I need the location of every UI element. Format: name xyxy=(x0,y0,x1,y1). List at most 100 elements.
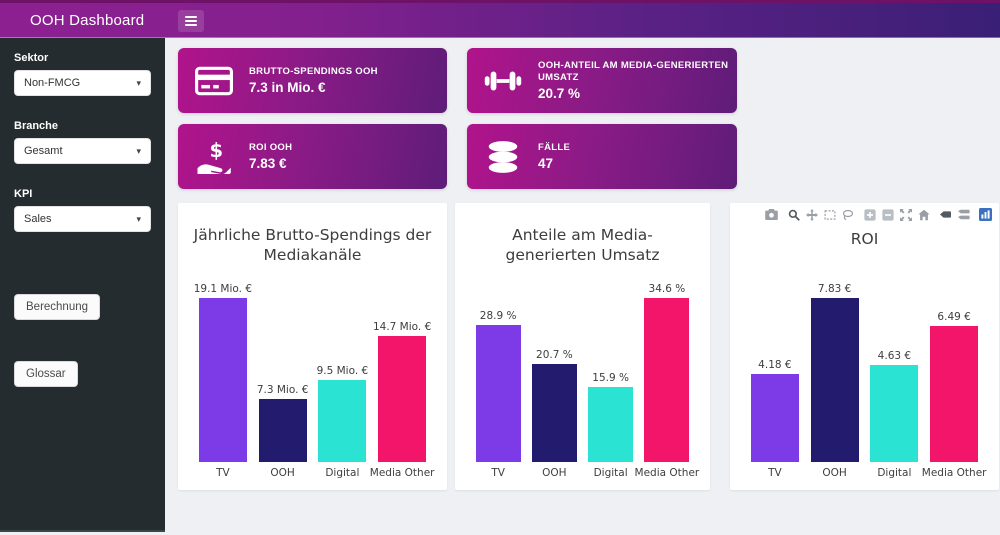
x-axis-label-ooh: OOH xyxy=(822,467,847,479)
chevron-down-icon: ▾ xyxy=(136,77,141,88)
sidebar-toggle-button[interactable] xyxy=(178,9,205,32)
x-axis-label-media-other: Media Other xyxy=(921,467,987,479)
bar-digital[interactable] xyxy=(588,387,634,462)
bar-value-label: 15.9 % xyxy=(592,372,629,384)
bar-plot-umsatz-anteile: 28.9 % TV 20.7 % OOH 15.9 % Digital 34.6 % Medi… xyxy=(470,283,700,481)
kpi-label: FÄLLE xyxy=(538,141,571,153)
bar-value-label: 9.5 Mio. € xyxy=(316,365,369,377)
kpi-value: 20.7 % xyxy=(538,86,581,102)
bar-column-media-other: 14.7 Mio. € Media Other xyxy=(369,321,435,481)
x-axis-label-media-other: Media Other xyxy=(369,467,435,479)
charts-row: Jährliche Brutto-Spendings der Mediakanä… xyxy=(178,203,1000,490)
filter-label-kpi: KPI xyxy=(14,188,33,200)
bar-digital[interactable] xyxy=(318,380,367,462)
x-axis-label-tv: TV xyxy=(768,467,782,479)
filter-label-branche: Branche xyxy=(14,120,59,132)
bar-column-ooh: 7.83 € OOH xyxy=(805,283,865,481)
app-title: OOH Dashboard xyxy=(30,12,145,29)
dollar-hand-icon: $ xyxy=(191,140,237,174)
bar-value-label: 4.18 € xyxy=(758,359,792,371)
x-axis-label-media-other: Media Other xyxy=(634,467,700,479)
chart-brutto-spendings: Jährliche Brutto-Spendings der Mediakanä… xyxy=(178,203,447,490)
bar-tv[interactable] xyxy=(198,298,247,462)
bar-plot-brutto-spendings: 19.1 Mio. € TV 7.3 Mio. € OOH 9.5 Mio. € Digi… xyxy=(193,283,435,481)
plotly-logo-icon[interactable] xyxy=(979,208,992,221)
bar-column-digital: 15.9 % Digital xyxy=(583,372,639,481)
kpi-value: 7.83 € xyxy=(249,156,287,172)
x-axis-label-tv: TV xyxy=(491,467,505,479)
zoom-in-icon[interactable] xyxy=(863,208,876,221)
x-axis-label-digital: Digital xyxy=(593,467,628,479)
kpi-select[interactable]: Sales ▾ xyxy=(14,206,151,232)
sidebar: Sektor Non-FMCG ▾ Branche Gesamt ▾ KPI S… xyxy=(0,38,165,532)
bar-tv[interactable] xyxy=(475,325,521,462)
bar-value-label: 14.7 Mio. € xyxy=(372,321,432,333)
bar-column-ooh: 20.7 % OOH xyxy=(526,349,582,481)
kpi-label: OOH-ANTEIL AM MEDIA-GENERIERTEN UMSATZ xyxy=(538,59,729,83)
bar-column-tv: 19.1 Mio. € TV xyxy=(193,283,253,481)
zoom-out-icon[interactable] xyxy=(881,208,894,221)
bar-plot-roi: 4.18 € TV 7.83 € OOH 4.63 € Digital 6.49 € Medi… xyxy=(745,283,987,481)
lasso-select-icon[interactable] xyxy=(841,208,854,221)
bar-tv[interactable] xyxy=(750,374,799,462)
bar-column-media-other: 6.49 € Media Other xyxy=(921,311,987,481)
chevron-down-icon: ▾ xyxy=(136,145,141,156)
kpi-value: 47 xyxy=(538,156,554,172)
bar-value-label: 28.9 % xyxy=(479,310,517,322)
bar-media-other[interactable] xyxy=(378,336,427,462)
kpi-card-brutto-spendings: BRUTTO-SPENDINGS OOH 7.3 in Mio. € xyxy=(178,48,447,113)
hover-closest-icon[interactable] xyxy=(939,208,952,221)
autoscale-icon[interactable] xyxy=(899,208,912,221)
hover-compare-icon[interactable] xyxy=(957,208,970,221)
bar-value-label: 7.83 € xyxy=(817,283,852,295)
credit-card-icon xyxy=(191,66,237,96)
svg-text:$: $ xyxy=(210,140,224,162)
bar-value-label: 19.1 Mio. € xyxy=(193,283,253,295)
branche-select[interactable]: Gesamt ▾ xyxy=(14,138,151,164)
chart-title: ROI xyxy=(850,230,879,248)
x-axis-label-ooh: OOH xyxy=(542,467,567,479)
bar-column-digital: 9.5 Mio. € Digital xyxy=(313,365,373,481)
bar-media-other[interactable] xyxy=(930,326,979,462)
bar-digital[interactable] xyxy=(870,365,919,462)
bar-value-label: 6.49 € xyxy=(937,311,971,323)
kpi-label: ROI OOH xyxy=(249,141,293,153)
bar-ooh[interactable] xyxy=(258,399,307,462)
main-content: BRUTTO-SPENDINGS OOH 7.3 in Mio. € OOH-A… xyxy=(165,38,1000,535)
filter-label-sektor: Sektor xyxy=(14,52,49,64)
x-axis-label-tv: TV xyxy=(216,467,230,479)
bar-media-other[interactable] xyxy=(644,298,690,462)
kpi-card-ooh-anteil: OOH-ANTEIL AM MEDIA-GENERIERTEN UMSATZ 2… xyxy=(467,48,737,113)
bar-column-media-other: 34.6 % Media Other xyxy=(635,283,700,481)
bar-value-label: 7.3 Mio. € xyxy=(256,384,309,396)
kpi-card-roi-ooh: $ ROI OOH 7.83 € xyxy=(178,124,447,189)
box-select-icon[interactable] xyxy=(823,208,836,221)
bar-column-digital: 4.63 € Digital xyxy=(865,350,925,481)
top-navbar: OOH Dashboard xyxy=(0,0,1000,38)
x-axis-label-digital: Digital xyxy=(877,467,912,479)
dumbbell-icon xyxy=(480,66,526,96)
bar-ooh[interactable] xyxy=(531,364,577,462)
bar-column-ooh: 7.3 Mio. € OOH xyxy=(253,384,313,481)
chart-roi: ROI 4.18 € TV 7.83 € OOH 4.63 € Digital 6.49 €… xyxy=(730,203,999,490)
sektor-select[interactable]: Non-FMCG ▾ xyxy=(14,70,151,96)
chart-title: Anteile am Media-generierten Umsatz xyxy=(505,226,660,265)
chart-title: Jährliche Brutto-Spendings der Mediakanä… xyxy=(193,226,432,265)
x-axis-label-ooh: OOH xyxy=(270,467,295,479)
bar-column-tv: 4.18 € TV xyxy=(745,359,805,481)
zoom-icon[interactable] xyxy=(787,208,800,221)
glossar-button[interactable]: Glossar xyxy=(14,361,78,387)
pan-icon[interactable] xyxy=(805,208,818,221)
berechnung-button[interactable]: Berechnung xyxy=(14,294,101,320)
bar-column-tv: 28.9 % TV xyxy=(470,310,526,481)
bar-value-label: 4.63 € xyxy=(877,350,912,362)
bar-ooh[interactable] xyxy=(810,298,859,462)
kpi-card-faelle: FÄLLE 47 xyxy=(467,124,737,189)
reset-axes-icon[interactable] xyxy=(917,208,930,221)
kpi-value: 7.3 in Mio. € xyxy=(249,80,326,96)
x-axis-label-digital: Digital xyxy=(325,467,360,479)
kpi-label: BRUTTO-SPENDINGS OOH xyxy=(249,65,378,77)
camera-icon[interactable] xyxy=(765,208,778,221)
plotly-modebar xyxy=(765,208,992,221)
bar-value-label: 34.6 % xyxy=(648,283,686,295)
